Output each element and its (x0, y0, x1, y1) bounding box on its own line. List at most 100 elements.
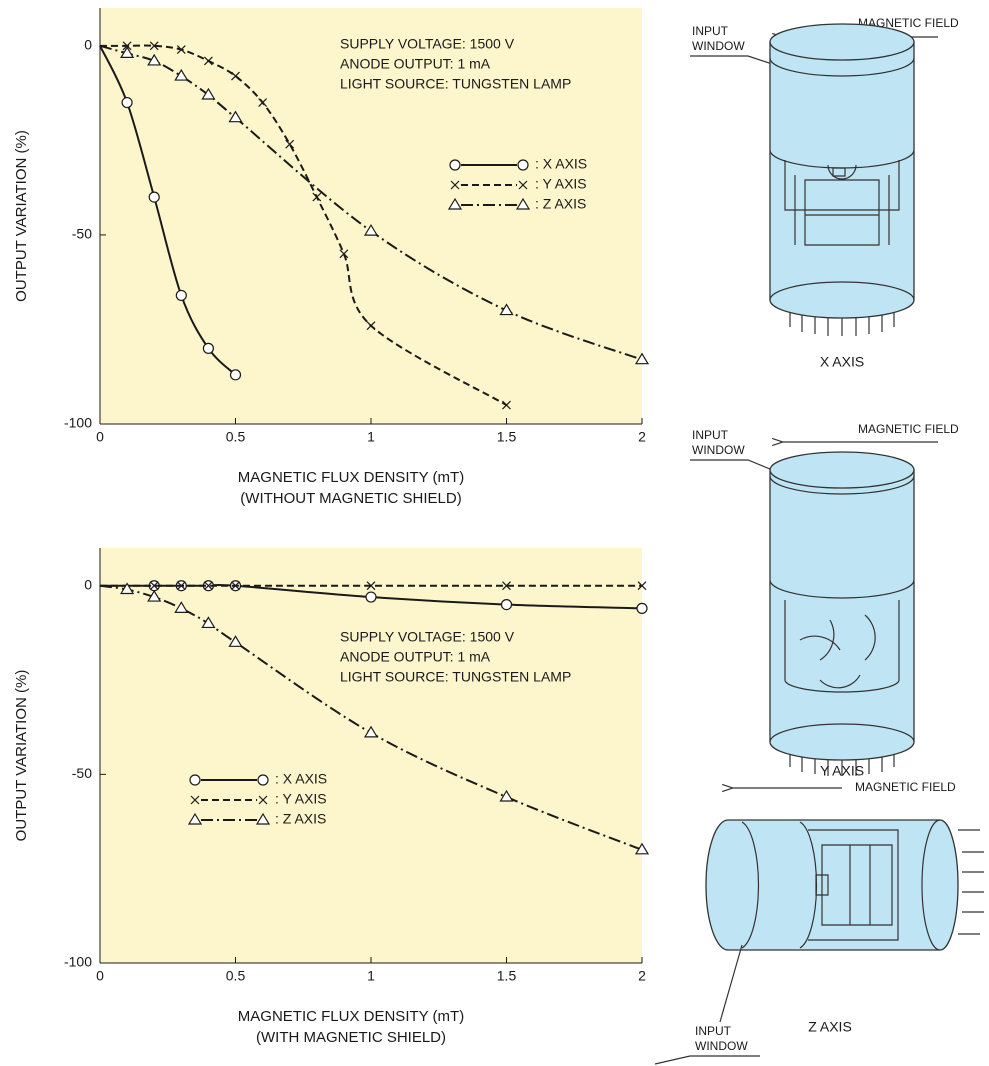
window-label: INPUT (692, 24, 729, 38)
legend-marker (449, 159, 461, 171)
annotation: SUPPLY VOLTAGE: 1500 V (340, 629, 515, 645)
diagram-y: MAGNETIC FIELD INPUT WINDOW Y AXIS (690, 422, 959, 779)
x-tick-label: 1 (367, 968, 375, 984)
annotation: LIGHT SOURCE: TUNGSTEN LAMP (340, 669, 571, 685)
legend-marker (517, 159, 529, 171)
y-tick-label: 0 (84, 37, 92, 53)
marker (634, 842, 650, 855)
marker (258, 98, 268, 107)
legend-label: : Z AXIS (275, 811, 326, 827)
field-label: MAGNETIC FIELD (858, 422, 959, 436)
marker (634, 352, 650, 365)
y-tick-label: -50 (72, 765, 92, 781)
line (99, 584, 643, 851)
legend-label: : Y AXIS (275, 791, 327, 807)
x-axis-note: (WITHOUT MAGNETIC SHIELD) (240, 490, 461, 507)
legend-marker (447, 197, 463, 210)
marker (120, 582, 135, 595)
window-label: WINDOW (695, 1039, 748, 1053)
y-tick-label: 0 (84, 576, 92, 592)
marker (228, 110, 243, 123)
legend-label: : X AXIS (535, 156, 587, 172)
legend-marker (515, 197, 531, 210)
y-tick-label: -100 (64, 954, 92, 970)
marker (149, 581, 159, 591)
legend-marker (190, 795, 200, 805)
marker (502, 400, 511, 410)
window-label: INPUT (692, 428, 729, 442)
caption: X AXIS (820, 354, 864, 370)
x-tick-label: 2 (638, 429, 646, 445)
diagram-z: MAGNETIC FIELD INPUT WINDOW Z AXIS (654, 780, 984, 1065)
marker (499, 303, 514, 316)
legend-marker (187, 812, 203, 825)
legend-marker (258, 795, 268, 805)
marker (203, 56, 213, 66)
legend-label: : Y AXIS (535, 176, 587, 192)
tube (769, 469, 915, 761)
x-axis-label: MAGNETIC FLUX DENSITY (mT) (238, 1008, 464, 1025)
legend-marker (189, 774, 201, 786)
pins (958, 829, 984, 935)
marker (363, 725, 379, 738)
marker (149, 41, 159, 51)
x-tick-label: 0.5 (226, 968, 246, 984)
marker (231, 71, 240, 81)
x-axis-note: (WITH MAGNETIC SHIELD) (256, 1029, 446, 1046)
marker (201, 87, 216, 100)
pins (789, 305, 895, 336)
tube-top (769, 451, 915, 489)
annotation: ANODE OUTPUT: 1 mA (340, 649, 491, 665)
legend-marker (255, 812, 271, 825)
legend-marker (450, 180, 460, 190)
x-tick-label: 1.5 (497, 429, 517, 445)
legend-marker (257, 774, 269, 786)
legend-marker (518, 180, 528, 190)
marker (174, 68, 189, 81)
marker (120, 46, 135, 58)
marker (502, 581, 511, 591)
marker (231, 581, 240, 591)
marker (175, 289, 187, 302)
marker (636, 602, 648, 614)
tube-top (769, 23, 915, 61)
x-tick-label: 1.5 (497, 968, 517, 984)
marker (228, 635, 243, 647)
marker (147, 589, 162, 602)
diagram-x: MAGNETIC FIELD INPUT WINDOW X AXIS (690, 16, 959, 370)
marker (148, 191, 160, 203)
caption: Z AXIS (808, 1019, 852, 1035)
annotation: SUPPLY VOLTAGE: 1500 V (340, 36, 515, 52)
marker (366, 581, 376, 591)
x-tick-label: 2 (638, 968, 646, 984)
window-label: WINDOW (692, 443, 745, 457)
marker (176, 45, 186, 55)
marker (174, 601, 189, 613)
marker (285, 139, 295, 149)
marker (339, 249, 349, 259)
x-tick-label: 0 (96, 429, 104, 445)
pins (789, 745, 895, 776)
marker (147, 53, 162, 66)
annotation: LIGHT SOURCE: TUNGSTEN LAMP (340, 76, 571, 92)
marker (121, 96, 133, 109)
marker (176, 581, 186, 591)
annotation: ANODE OUTPUT: 1 mA (340, 56, 491, 72)
y-axis-label: OUTPUT VARIATION (%) (13, 670, 30, 842)
marker (312, 192, 322, 202)
marker (202, 342, 214, 354)
x-axis-label: MAGNETIC FLUX DENSITY (mT) (238, 469, 464, 486)
tube (705, 819, 959, 951)
marker (122, 41, 132, 51)
marker (365, 591, 377, 603)
window-label: INPUT (695, 1024, 732, 1038)
marker (203, 581, 213, 591)
y-tick-label: -100 (64, 415, 92, 431)
marker (637, 581, 647, 591)
x-tick-label: 1 (367, 429, 375, 445)
legend-label: : Z AXIS (535, 196, 586, 212)
x-tick-label: 0 (96, 968, 104, 984)
window-label: WINDOW (692, 39, 745, 53)
plot-area (100, 8, 642, 424)
